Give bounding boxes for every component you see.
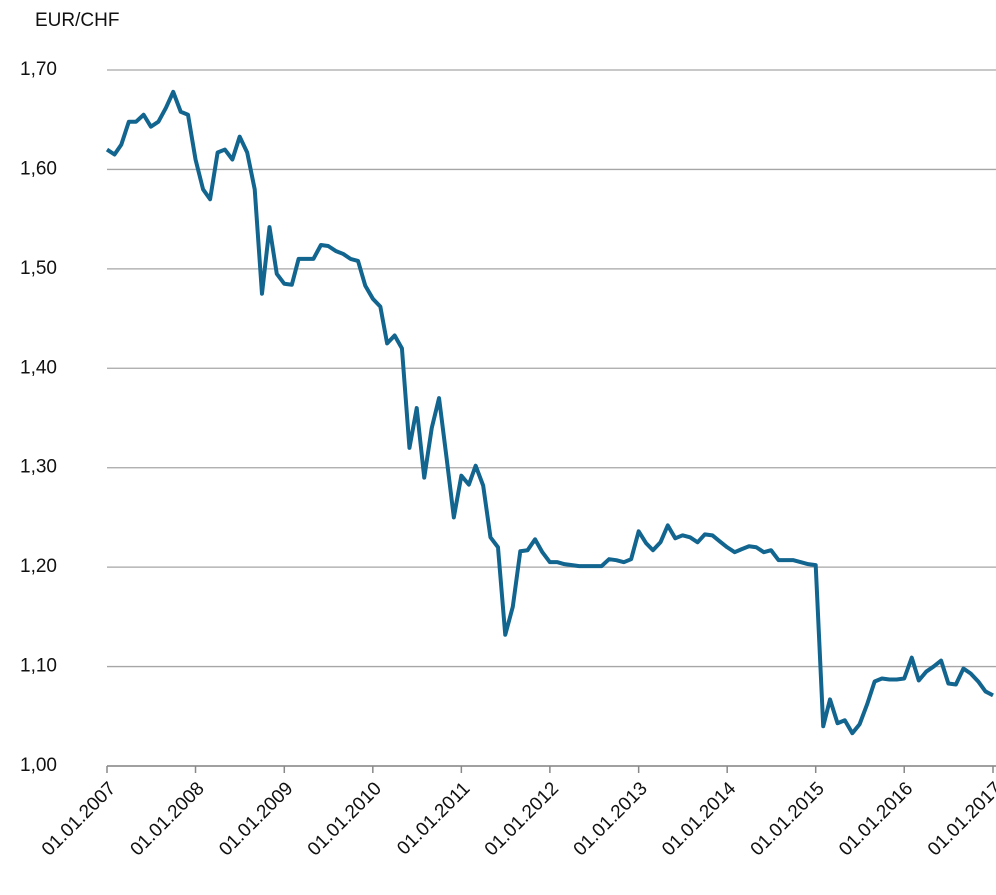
x-tick-label: 01.01.2013 [570, 778, 652, 860]
y-tick-label: 1,70 [20, 59, 57, 80]
x-tick-label: 01.01.2009 [215, 778, 297, 860]
y-tick-label: 1,10 [20, 656, 57, 677]
x-tick-label: 01.01.2008 [127, 778, 209, 860]
line-series [105, 89, 994, 736]
x-tick-label: 01.01.2017 [924, 778, 996, 860]
x-tick-label: 01.01.2016 [835, 778, 917, 860]
x-tick-label: 01.01.2014 [658, 778, 740, 860]
y-tick-label: 1,30 [20, 457, 57, 478]
x-tick-label: 01.01.2011 [393, 778, 474, 859]
x-tick-label: 01.01.2010 [304, 778, 386, 860]
x-tick-label: 01.01.2007 [38, 778, 120, 860]
y-tick-label: 1,50 [20, 258, 57, 279]
y-tick-label: 1,00 [20, 755, 57, 776]
y-tick-label: 1,20 [20, 556, 57, 577]
y-tick-label: 1,40 [20, 357, 57, 378]
y-tick-label: 1,60 [20, 158, 57, 179]
x-tick-label: 01.01.2012 [481, 778, 563, 860]
x-tick-label: 01.01.2015 [747, 778, 829, 860]
y-axis-title: EUR/CHF [35, 10, 119, 31]
